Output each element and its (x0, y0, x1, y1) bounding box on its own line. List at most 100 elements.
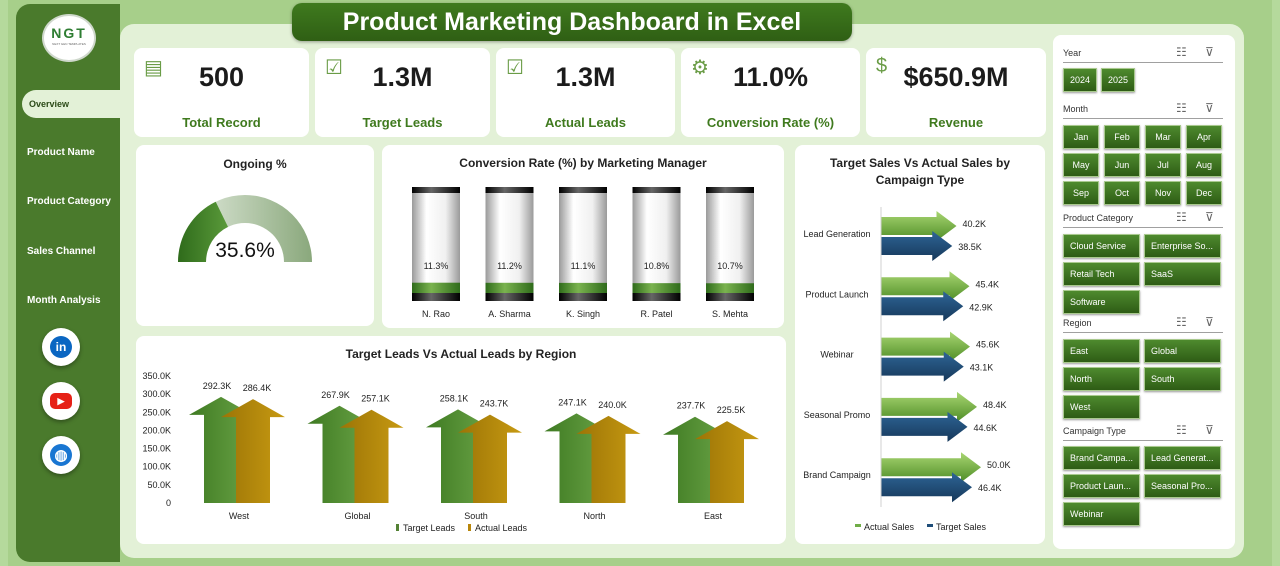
slicer-header-region: Region ☷ ⊽ (1063, 315, 1223, 333)
youtube-button[interactable]: ▶ (42, 382, 80, 420)
slicer-item-month[interactable]: Jul (1145, 153, 1181, 177)
cylinder-fill (412, 282, 460, 293)
company-logo: NGT NEXT GEN TEMPLATES (42, 14, 96, 62)
target-sales-arrow (881, 472, 972, 503)
slicer-item-campaign-type[interactable]: Webinar (1063, 502, 1140, 526)
legend-swatch (927, 524, 933, 527)
campaign-data-label: 46.4K (978, 483, 1002, 493)
slicer-item-month[interactable]: Oct (1104, 181, 1140, 205)
slicer-title: Month (1063, 104, 1089, 114)
campaign-category-label: Webinar (820, 350, 853, 360)
y-tick-label: 150.0K (142, 444, 171, 454)
slicer-item-month[interactable]: Mar (1145, 125, 1181, 149)
cylinder-base (706, 293, 754, 301)
kpi-value: $650.9M (903, 62, 1009, 92)
slicer-item-campaign-type[interactable]: Lead Generat... (1144, 446, 1221, 470)
clear-filter-icon[interactable]: ⊽ (1205, 45, 1214, 59)
clear-filter-icon[interactable]: ⊽ (1205, 101, 1214, 115)
slicer-item-month[interactable]: Feb (1104, 125, 1140, 149)
slicer-item-campaign-type[interactable]: Product Laun... (1063, 474, 1140, 498)
slicer-item-product-category[interactable]: Cloud Service (1063, 234, 1140, 258)
conversion-data-label: 11.2% (497, 261, 522, 271)
legend-swatch (396, 524, 399, 531)
target-sales-arrow (881, 411, 968, 442)
nav-item-month-analysis[interactable]: Month Analysis (27, 295, 101, 306)
slicer-title: Product Category (1063, 213, 1134, 223)
slicer-item-month[interactable]: Jan (1063, 125, 1099, 149)
cylinder-cap (632, 187, 681, 193)
conversion-bar (559, 187, 607, 301)
conversion-category-label: S. Mehta (712, 309, 748, 319)
campaign-data-label: 43.1K (970, 363, 994, 373)
slicer-item-product-category[interactable]: Enterprise So... (1144, 234, 1221, 258)
region-data-label: 286.4K (243, 383, 272, 393)
ongoing-title: Ongoing % (223, 157, 287, 171)
region-category-label: South (464, 511, 488, 521)
clear-filter-icon[interactable]: ⊽ (1205, 315, 1214, 329)
logo-text: NGT (51, 25, 87, 41)
campaign-category-label: Brand Campaign (803, 470, 871, 480)
actual-sales-arrow (881, 391, 977, 422)
nav-item-sales-channel[interactable]: Sales Channel (27, 246, 96, 257)
region-data-label: 258.1K (440, 393, 469, 403)
target-sales-arrow (881, 291, 964, 322)
document-icon: ▤ (144, 57, 163, 79)
slicer-item-campaign-type[interactable]: Seasonal Pro... (1144, 474, 1221, 498)
nav-item-product-category[interactable]: Product Category (27, 196, 111, 207)
slicer-item-region[interactable]: Global (1144, 339, 1221, 363)
multi-select-icon[interactable]: ☷ (1176, 423, 1187, 437)
multi-select-icon[interactable]: ☷ (1176, 210, 1187, 224)
multi-select-icon[interactable]: ☷ (1176, 45, 1187, 59)
website-button[interactable]: ◍ (42, 436, 80, 474)
slicer-item-product-category[interactable]: Retail Tech (1063, 262, 1140, 286)
slicer-item-month[interactable]: Dec (1186, 181, 1222, 205)
clear-filter-icon[interactable]: ⊽ (1205, 423, 1214, 437)
kpi-card-target-leads: ☑ 1.3M Target Leads (315, 48, 490, 137)
conversion-data-label: 10.8% (644, 261, 670, 271)
slicer-item-region[interactable]: West (1063, 395, 1140, 419)
cylinder-cap (559, 187, 607, 193)
region-data-label: 237.7K (677, 401, 706, 411)
slicer-title: Region (1063, 318, 1092, 328)
campaign-data-label: 45.4K (976, 279, 1000, 289)
slicer-item-product-category[interactable]: Software (1063, 290, 1140, 314)
target-sales-arrow (881, 231, 953, 261)
sidebar (16, 4, 120, 562)
slicer-item-region[interactable]: South (1144, 367, 1221, 391)
multi-select-icon[interactable]: ☷ (1176, 101, 1187, 115)
cylinder-body (559, 187, 607, 301)
slicer-item-month[interactable]: Apr (1186, 125, 1222, 149)
kpi-label: Actual Leads (545, 115, 626, 130)
slicer-item-product-category[interactable]: SaaS (1144, 262, 1221, 286)
slicer-item-campaign-type[interactable]: Brand Campa... (1063, 446, 1140, 470)
region-data-label: 257.1K (361, 394, 390, 404)
conversion-data-label: 11.1% (571, 261, 596, 271)
kpi-card-actual-leads: ☑ 1.3M Actual Leads (496, 48, 675, 137)
slicer-item-region[interactable]: East (1063, 339, 1140, 363)
slicer-item-month[interactable]: Jun (1104, 153, 1140, 177)
linkedin-button[interactable]: in (42, 328, 80, 366)
nav-item-overview[interactable]: Overview (22, 90, 122, 118)
slicer-item-month[interactable]: May (1063, 153, 1099, 177)
conversion-rate-chart: 11.3% N. Rao 11.2% A. Sharma 11.1% K. Singh 10… (412, 187, 754, 319)
nav-item-product-name[interactable]: Product Name (27, 147, 95, 158)
cylinder-body (412, 187, 460, 301)
region-data-label: 292.3K (203, 381, 232, 391)
slicer-item-year[interactable]: 2024 (1063, 68, 1097, 92)
slicer-item-month[interactable]: Nov (1145, 181, 1181, 205)
y-tick-label: 300.0K (142, 389, 171, 399)
multi-select-icon[interactable]: ☷ (1176, 315, 1187, 329)
page-title: Product Marketing Dashboard in Excel (292, 3, 852, 41)
slicer-item-year[interactable]: 2025 (1101, 68, 1135, 92)
clear-filter-icon[interactable]: ⊽ (1205, 210, 1214, 224)
slicer-item-month[interactable]: Sep (1063, 181, 1099, 205)
campaign-chart: Lead Generation 40.2K 38.5K Product Launch 4… (803, 207, 1011, 532)
region-category-label: East (704, 511, 723, 521)
kpi-card-revenue: $ $650.9M Revenue (866, 48, 1046, 137)
campaign-data-label: 40.2K (963, 219, 987, 229)
slicer-item-region[interactable]: North (1063, 367, 1140, 391)
slicer-item-month[interactable]: Aug (1186, 153, 1222, 177)
kpi-card-total-record: ▤ 500 Total Record (134, 48, 309, 137)
cylinder-body (706, 187, 754, 301)
actual-sales-arrow (881, 211, 957, 241)
